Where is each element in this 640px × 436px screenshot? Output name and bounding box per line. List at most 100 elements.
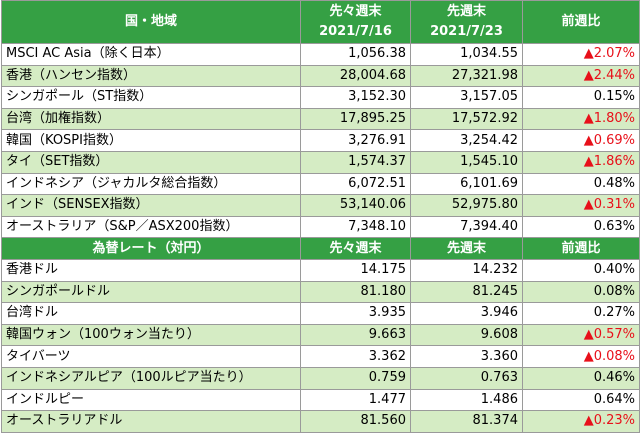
header-label: 先々週末 (329, 240, 382, 256)
row-label: 韓国ウォン（100ウォン当たり） (6, 327, 200, 343)
cell-value: ▲2.07% (583, 46, 635, 62)
data-row: 韓国（KOSPI指数） 3,276.91 3,254.42 ▲0.69% (1, 129, 640, 152)
cell-value: 1,574.37 (348, 154, 406, 170)
header-date: 2021/7/16 (319, 24, 392, 39)
data-row: 香港ドル 14.175 14.232 0.40% (1, 258, 640, 282)
row-name: タイバーツ (1, 345, 301, 368)
row-name: オーストラリアドル (1, 410, 301, 433)
value-cell: ▲0.69% (522, 129, 640, 152)
value-cell: 52,975.80 (410, 194, 523, 217)
row-name: MSCI AC Asia（除く日本） (1, 43, 301, 66)
value-cell: 6,072.51 (300, 172, 411, 196)
value-cell: 0.40% (522, 258, 640, 282)
cell-value: 3.935 (368, 305, 406, 321)
value-cell: 9.608 (410, 323, 523, 347)
cell-value: 0.759 (368, 370, 406, 386)
cell-value: 17,572.92 (451, 111, 518, 127)
header-label: 先週末 (446, 4, 486, 19)
value-cell: 0.08% (522, 280, 640, 304)
header-label: 為替レート（対円） (92, 240, 210, 256)
data-row: インド（SENSEX指数） 53,140.06 52,975.80 ▲0.31% (1, 194, 640, 217)
value-cell: 0.64% (522, 388, 640, 412)
value-cell: 81.560 (300, 410, 411, 433)
value-cell: 0.46% (522, 366, 640, 390)
value-cell: ▲2.44% (522, 64, 640, 88)
value-cell: ▲1.80% (522, 107, 640, 131)
data-row: インドルピー 1.477 1.486 0.64% (1, 388, 640, 412)
cell-value: 7,348.10 (348, 219, 406, 235)
row-label: 香港（ハンセン指数） (6, 67, 137, 83)
value-cell: 3,276.91 (300, 129, 411, 152)
cell-value: ▲0.23% (583, 413, 635, 429)
value-cell: 27,321.98 (410, 64, 523, 88)
row-label: インドネシア（ジャカルタ総合指数） (6, 175, 227, 191)
row-label: インドルピー (6, 391, 85, 407)
cell-value: 3.362 (368, 348, 406, 364)
cell-value: 0.48% (593, 175, 635, 191)
value-cell: 14.232 (410, 258, 523, 282)
cell-value: 1,034.55 (460, 46, 518, 62)
data-row: 台湾（加権指数） 17,895.25 17,572.92 ▲1.80% (1, 107, 640, 131)
row-label: 台湾ドル (6, 305, 59, 321)
row-label: インド（SENSEX指数） (6, 197, 149, 213)
cell-value: 1.477 (368, 391, 406, 407)
value-cell: ▲0.57% (522, 323, 640, 347)
value-cell: 1.486 (410, 388, 523, 412)
cell-value: 7,394.40 (460, 219, 518, 235)
cell-value: ▲1.80% (583, 111, 635, 127)
cell-value: 0.46% (593, 370, 635, 386)
value-cell: ▲2.07% (522, 43, 640, 66)
data-row: インドネシア（ジャカルタ総合指数） 6,072.51 6,101.69 0.48% (1, 172, 640, 196)
row-name: タイ（SET指数） (1, 150, 301, 174)
cell-value: 1.486 (480, 391, 518, 407)
value-cell: 0.63% (522, 215, 640, 239)
data-row: タイバーツ 3.362 3.360 ▲0.08% (1, 345, 640, 368)
data-row: シンガポール（ST指数） 3,152.30 3,157.05 0.15% (1, 86, 640, 109)
cell-value: 0.40% (593, 262, 635, 278)
cell-value: 14.232 (472, 262, 519, 278)
row-name: 台湾ドル (1, 302, 301, 325)
row-label: タイバーツ (6, 348, 71, 364)
data-row: 韓国ウォン（100ウォン当たり） 9.663 9.608 ▲0.57% (1, 323, 640, 347)
cell-value: 3,157.05 (460, 89, 518, 105)
header-cell: 国・地域 (1, 0, 301, 44)
cell-value: 6,101.69 (460, 175, 518, 191)
value-cell: 14.175 (300, 258, 411, 282)
value-cell: 0.759 (300, 366, 411, 390)
value-cell: 0.15% (522, 86, 640, 109)
value-cell: 3.360 (410, 345, 523, 368)
value-cell: 17,572.92 (410, 107, 523, 131)
cell-value: ▲0.08% (583, 348, 635, 364)
row-label: シンガポール（ST指数） (6, 89, 153, 105)
value-cell: 7,348.10 (300, 215, 411, 239)
header-cell: 先週末 (410, 237, 523, 260)
value-cell: 0.27% (522, 302, 640, 325)
header-label: 先週末 (446, 240, 486, 256)
header-date: 2021/7/23 (430, 24, 503, 39)
header-cell: 前週比 (522, 237, 640, 260)
cell-value: 81.374 (472, 413, 519, 429)
cell-value: ▲2.44% (583, 67, 635, 83)
row-name: 韓国ウォン（100ウォン当たり） (1, 323, 301, 347)
cell-value: 81.560 (360, 413, 407, 429)
cell-value: 27,321.98 (451, 67, 518, 83)
header-cell: 前週比 (522, 0, 640, 44)
row-label: MSCI AC Asia（除く日本） (6, 46, 170, 62)
value-cell: ▲0.31% (522, 194, 640, 217)
data-row: シンガポールドル 81.180 81.245 0.08% (1, 280, 640, 304)
cell-value: ▲0.57% (583, 327, 635, 343)
value-cell: 6,101.69 (410, 172, 523, 196)
value-cell: 0.763 (410, 366, 523, 390)
value-cell: ▲0.23% (522, 410, 640, 433)
cell-value: 81.180 (360, 283, 407, 299)
data-row: 台湾ドル 3.935 3.946 0.27% (1, 302, 640, 325)
cell-value: 17,895.25 (339, 111, 406, 127)
header-label: 国・地域 (124, 14, 177, 29)
cell-value: ▲1.86% (583, 154, 635, 170)
value-cell: 9.663 (300, 323, 411, 347)
header-label: 前週比 (561, 14, 601, 29)
cell-value: 0.15% (593, 89, 635, 105)
value-cell: 3,152.30 (300, 86, 411, 109)
